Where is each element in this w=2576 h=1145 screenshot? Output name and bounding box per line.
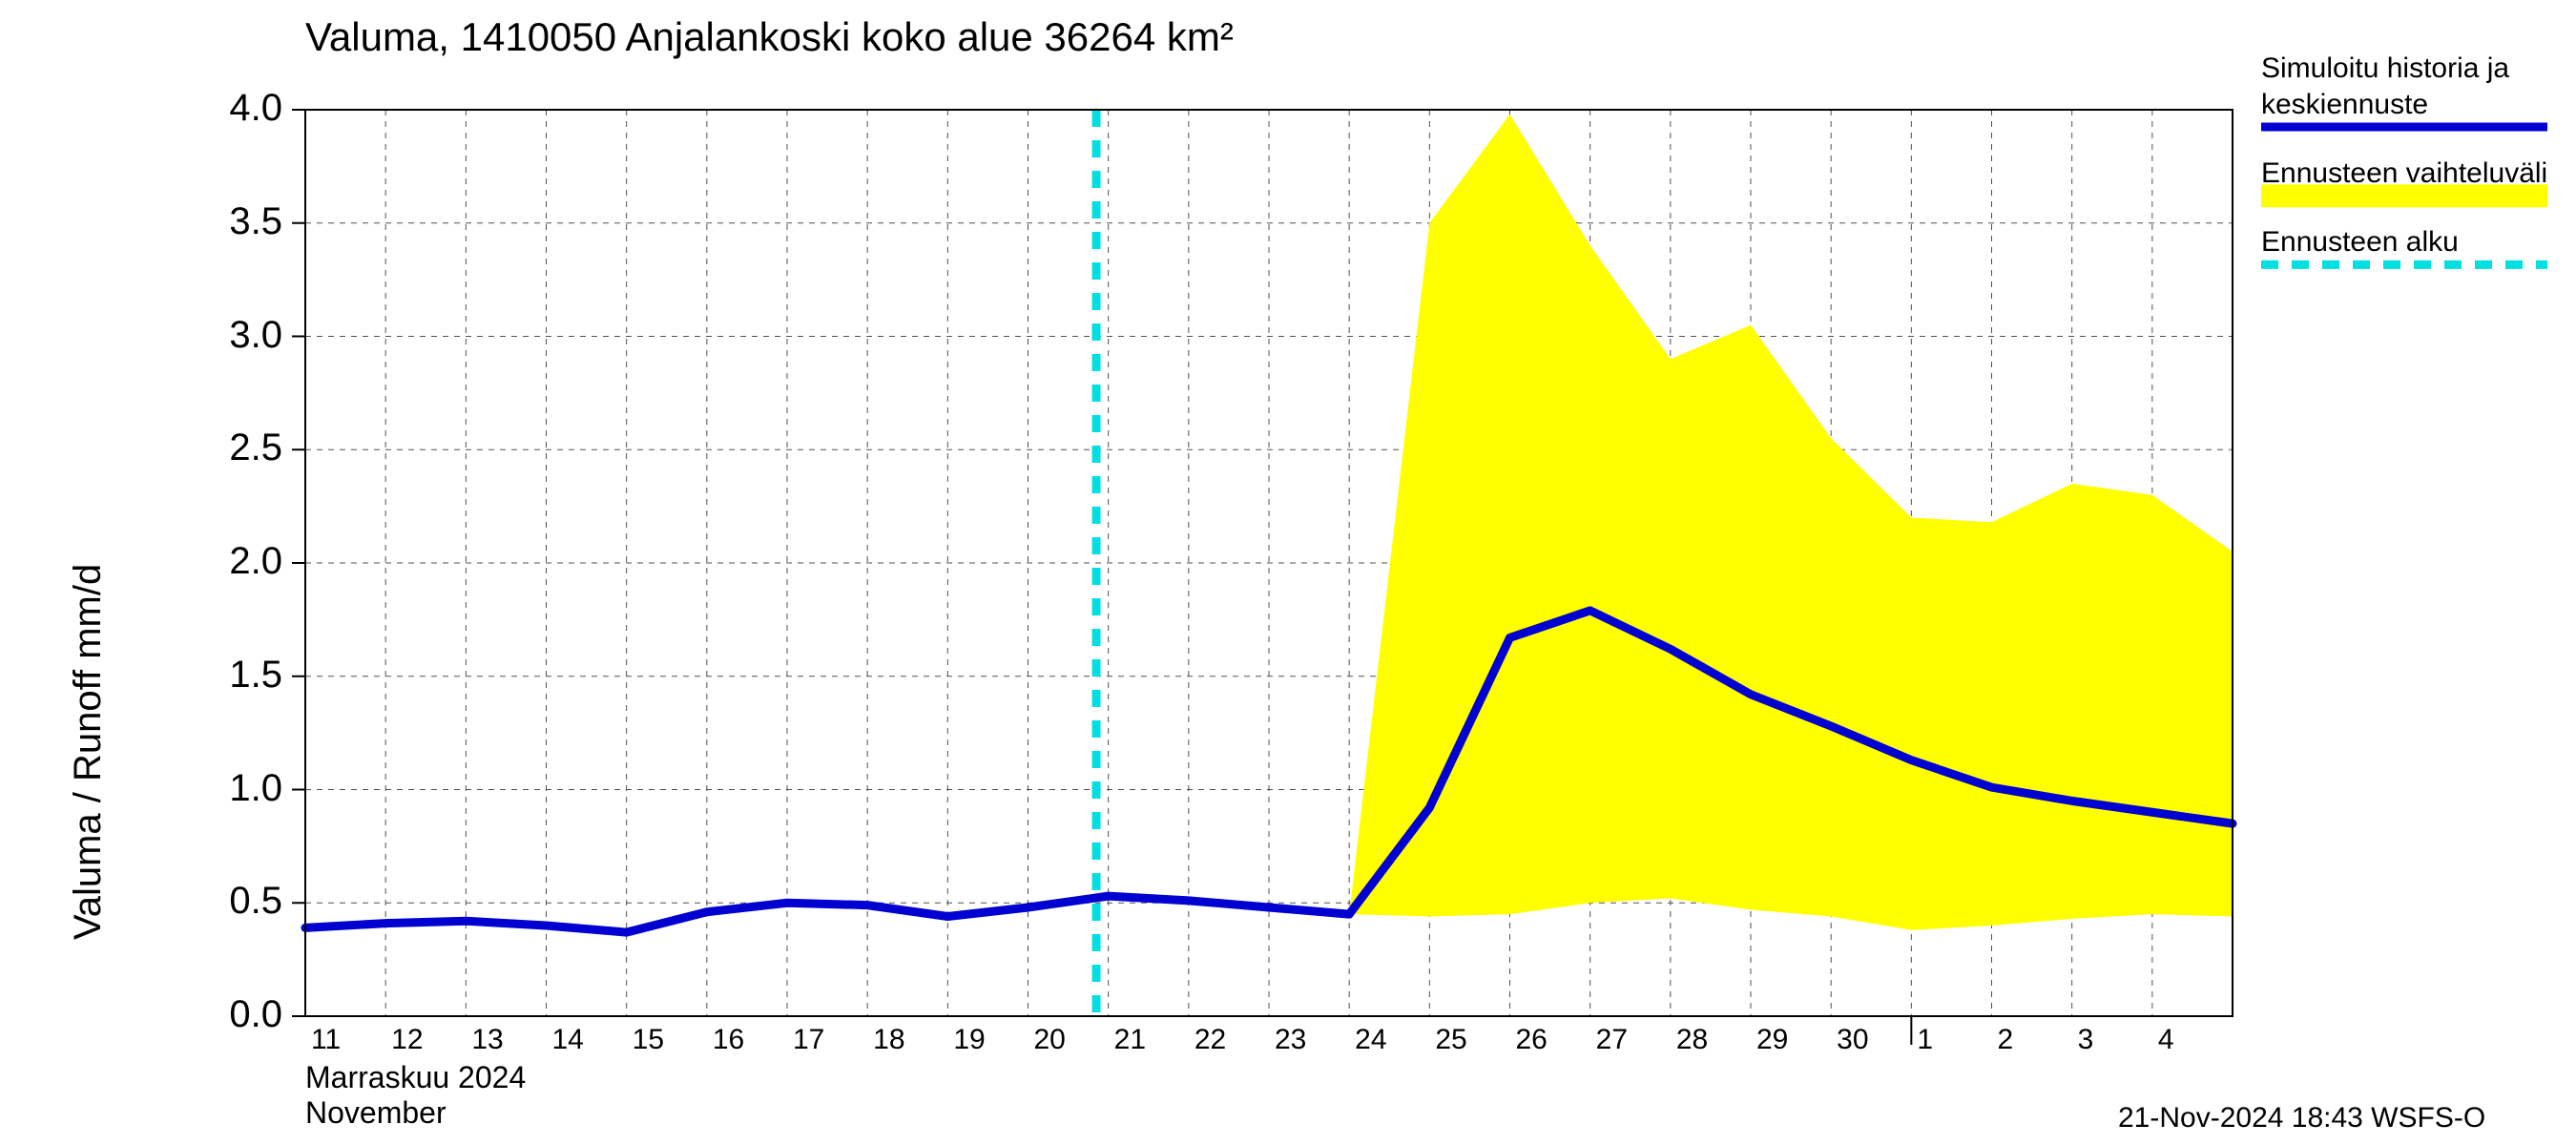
y-tick-label: 2.5 bbox=[229, 427, 282, 469]
footer-timestamp: 21-Nov-2024 18:43 WSFS-O bbox=[2118, 1102, 2485, 1135]
x-tick-label: 12 bbox=[391, 1024, 423, 1056]
y-tick-label: 1.5 bbox=[229, 654, 282, 697]
x-tick-label: 22 bbox=[1195, 1024, 1226, 1056]
y-tick-label: 0.0 bbox=[229, 993, 282, 1036]
y-tick-label: 3.5 bbox=[229, 200, 282, 243]
x-tick-label: 23 bbox=[1275, 1024, 1306, 1056]
y-tick-label: 3.0 bbox=[229, 314, 282, 357]
x-tick-label: 16 bbox=[713, 1024, 744, 1056]
x-tick-label: 13 bbox=[471, 1024, 503, 1056]
x-tick-label: 15 bbox=[633, 1024, 664, 1056]
x-tick-label: 21 bbox=[1114, 1024, 1146, 1056]
x-tick-label: 2 bbox=[1998, 1024, 2014, 1056]
legend-label: Ennusteen alku bbox=[2261, 226, 2459, 259]
chart-svg bbox=[0, 0, 2576, 1145]
legend-label: Ennusteen vaihteluväli bbox=[2261, 157, 2547, 190]
month-label-native: Marraskuu 2024 bbox=[305, 1060, 526, 1095]
chart-root: Valuma, 1410050 Anjalankoski koko alue 3… bbox=[0, 0, 2576, 1145]
x-tick-label: 19 bbox=[953, 1024, 985, 1056]
x-tick-label: 14 bbox=[552, 1024, 584, 1056]
x-tick-label: 18 bbox=[873, 1024, 904, 1056]
x-tick-label: 11 bbox=[311, 1024, 341, 1056]
y-tick-label: 1.0 bbox=[229, 767, 282, 810]
y-tick-label: 4.0 bbox=[229, 87, 282, 130]
x-tick-label: 25 bbox=[1435, 1024, 1466, 1056]
x-tick-label: 1 bbox=[1917, 1024, 1933, 1056]
x-tick-label: 3 bbox=[2078, 1024, 2094, 1056]
legend-label: Simuloitu historia ja bbox=[2261, 52, 2509, 85]
x-tick-label: 27 bbox=[1596, 1024, 1628, 1056]
chart-title: Valuma, 1410050 Anjalankoski koko alue 3… bbox=[305, 14, 1234, 60]
y-axis-label: Valuma / Runoff mm/d bbox=[67, 564, 110, 940]
y-tick-label: 2.0 bbox=[229, 540, 282, 583]
y-tick-label: 0.5 bbox=[229, 880, 282, 923]
legend-label: keskiennuste bbox=[2261, 89, 2428, 121]
x-tick-label: 4 bbox=[2158, 1024, 2174, 1056]
x-tick-label: 28 bbox=[1676, 1024, 1708, 1056]
x-tick-label: 20 bbox=[1034, 1024, 1066, 1056]
x-tick-label: 30 bbox=[1837, 1024, 1868, 1056]
x-tick-label: 29 bbox=[1756, 1024, 1788, 1056]
x-tick-label: 17 bbox=[793, 1024, 824, 1056]
month-label-english: November bbox=[305, 1095, 447, 1131]
x-tick-label: 24 bbox=[1355, 1024, 1386, 1056]
x-tick-label: 26 bbox=[1516, 1024, 1548, 1056]
